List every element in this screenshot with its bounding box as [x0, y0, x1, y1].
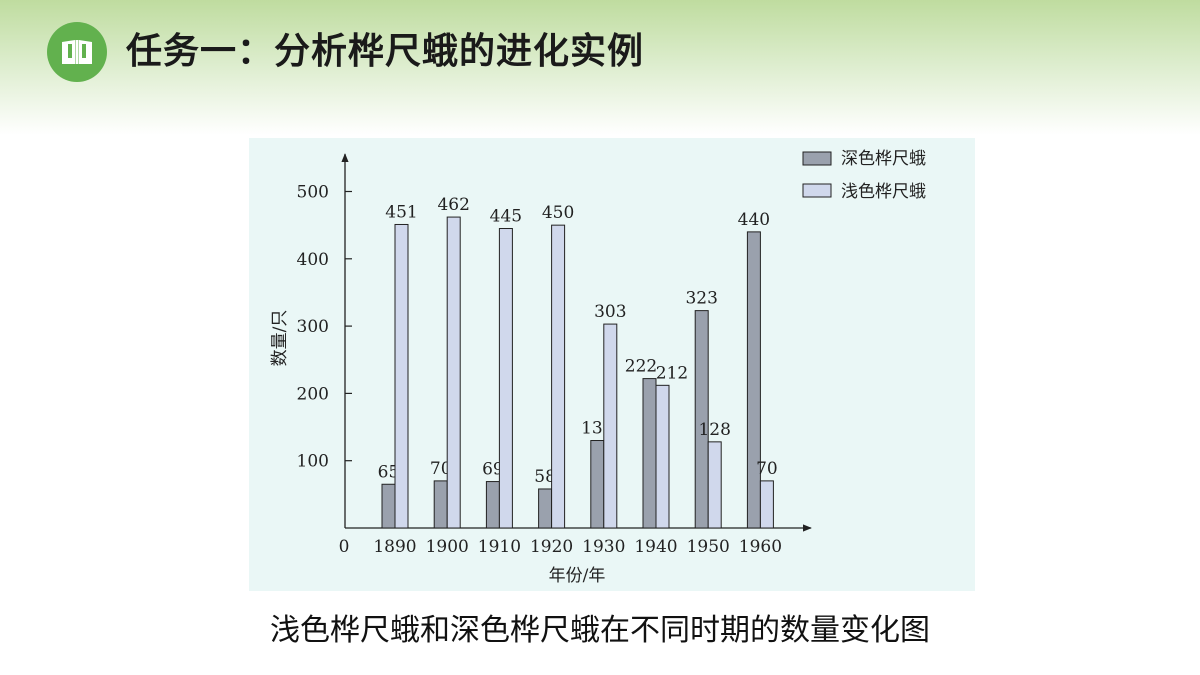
x-tick-label: 1910 — [478, 537, 521, 557]
data-label: 440 — [738, 210, 770, 230]
legend-swatch-light — [802, 183, 832, 198]
y-tick-label: 100 — [297, 452, 329, 472]
data-label: 462 — [437, 195, 469, 215]
legend-label-dark: 深色桦尺蛾 — [841, 149, 926, 169]
data-label: 323 — [685, 289, 717, 309]
data-label: 451 — [385, 202, 417, 222]
y-tick-label: 500 — [297, 183, 329, 203]
bar-light-moth — [551, 224, 566, 529]
data-label: 450 — [542, 203, 574, 223]
data-label: 58 — [534, 467, 556, 487]
x-tick-label: 1950 — [687, 537, 730, 557]
header-band — [0, 0, 1200, 135]
bar-dark-moth — [694, 310, 709, 529]
y-axis-title: 数量/只 — [270, 310, 290, 367]
legend: 深色桦尺蛾 浅色桦尺蛾 — [802, 149, 926, 202]
data-label: 303 — [594, 302, 626, 322]
x-tick-label: 1930 — [582, 537, 625, 557]
y-tick-label: 200 — [297, 384, 329, 404]
x-axis-title: 年份/年 — [549, 566, 606, 586]
bar-dark-moth — [538, 488, 553, 529]
bar-dark-moth — [746, 231, 761, 529]
book-icon — [62, 40, 92, 64]
data-label: 445 — [490, 207, 522, 227]
bar-dark-moth — [590, 440, 605, 529]
x-tick-label: 1960 — [739, 537, 782, 557]
chart-panel: 100 200 300 400 500 65 451 70 462 69 445 58 450 130 3… — [249, 138, 975, 591]
bar-light-moth — [498, 228, 513, 529]
bar-dark-moth — [642, 378, 657, 529]
data-label: 70 — [756, 459, 778, 479]
y-tick-label: 300 — [297, 317, 329, 337]
bar-light-moth — [759, 480, 774, 529]
bar-light-moth — [707, 441, 722, 529]
bar-light-moth — [603, 323, 618, 529]
data-label: 222 — [625, 357, 657, 377]
bar-dark-moth — [433, 480, 448, 529]
bar-light-moth — [655, 384, 670, 529]
data-label: 212 — [656, 363, 688, 383]
chart-caption: 浅色桦尺蛾和深色桦尺蛾在不同时期的数量变化图 — [270, 613, 930, 648]
x-tick-label: 1920 — [530, 537, 573, 557]
y-tick-label: 400 — [297, 250, 329, 270]
bar-dark-moth — [485, 481, 500, 529]
x-tick-label: 1940 — [634, 537, 677, 557]
bar-dark-moth — [381, 483, 396, 529]
bar-light-moth — [394, 223, 409, 529]
x-tick-label: 1900 — [426, 537, 469, 557]
page-title: 任务一：分析桦尺蛾的进化实例 — [126, 31, 645, 72]
x-tick-label: 1890 — [373, 537, 416, 557]
legend-swatch-dark — [802, 151, 832, 166]
origin-label: 0 — [339, 537, 350, 557]
data-label: 128 — [698, 420, 730, 440]
bar-light-moth — [446, 216, 461, 529]
data-label: 65 — [378, 462, 400, 482]
legend-label-light: 浅色桦尺蛾 — [841, 182, 926, 202]
data-label: 69 — [482, 460, 504, 480]
book-logo — [47, 22, 107, 82]
data-label: 70 — [430, 459, 452, 479]
